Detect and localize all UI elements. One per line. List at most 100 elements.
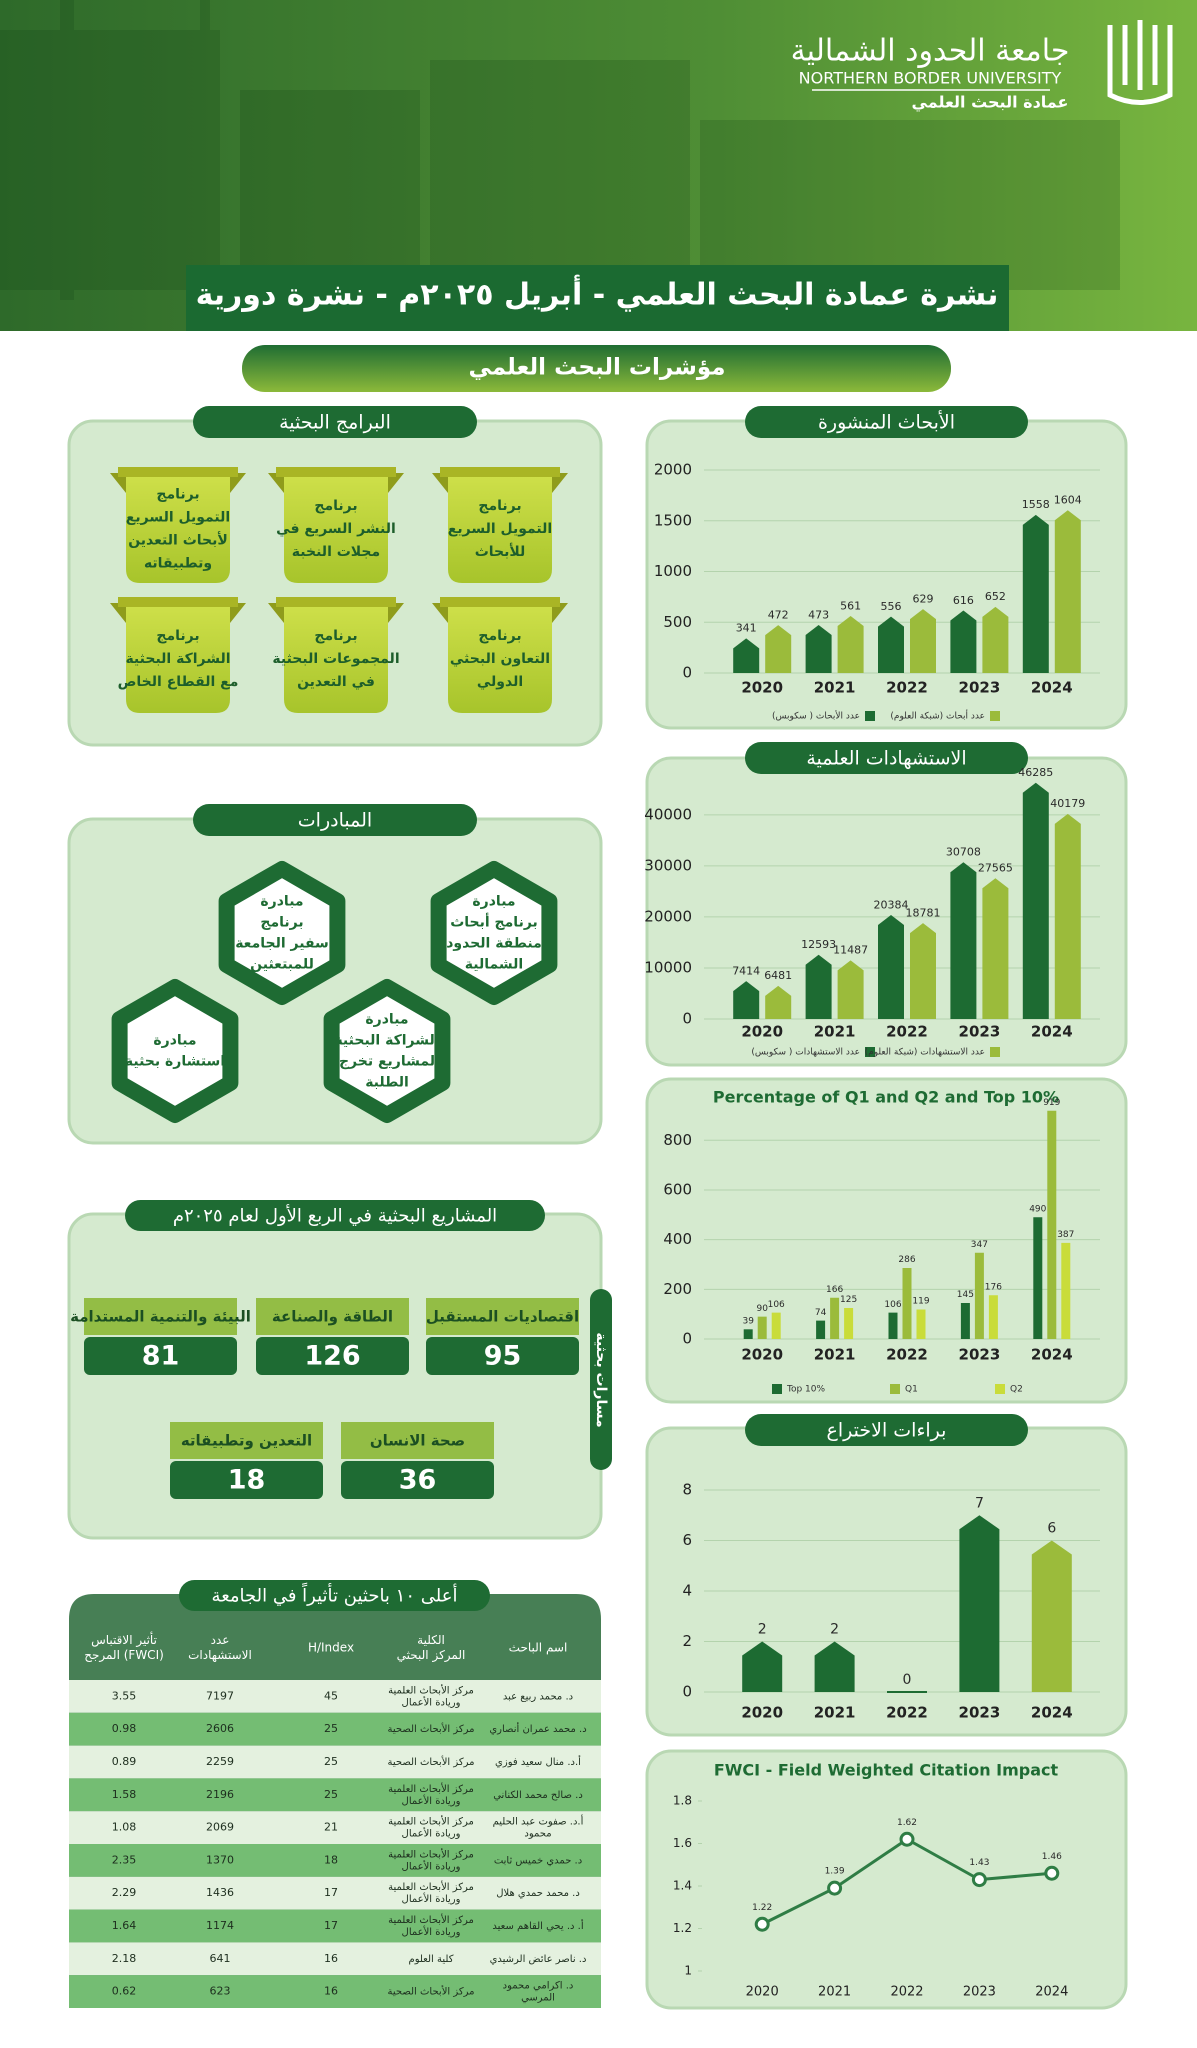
table-row bbox=[69, 1712, 601, 1746]
bar bbox=[837, 960, 864, 1019]
legend-label: عدد أبحاث (شبكة العلوم) bbox=[890, 710, 985, 722]
y-tick-label: 1.8 bbox=[673, 1794, 692, 1808]
table-cell: د. اكرامي محمود bbox=[503, 1981, 574, 1992]
bar bbox=[878, 616, 904, 673]
program-label: لأبحاث التعدين bbox=[128, 532, 228, 549]
panel-title: المبادرات bbox=[298, 810, 372, 832]
value-label: 652 bbox=[985, 590, 1006, 603]
table-cell: مركز الأبحاث العلمية bbox=[388, 1683, 474, 1696]
project-value: 95 bbox=[484, 1341, 522, 1372]
program-label: في التعدين bbox=[297, 674, 375, 690]
initiative-label: برنامج أبحاث bbox=[450, 913, 538, 931]
column-header: الكلية bbox=[417, 1633, 445, 1647]
table-cell: محمود bbox=[524, 1829, 551, 1840]
ribbon-band bbox=[276, 467, 396, 477]
table-cell: د. محمد عمران أنصاري bbox=[489, 1722, 586, 1735]
bar bbox=[1054, 510, 1081, 673]
table-cell: 641 bbox=[210, 1952, 231, 1965]
ribbon-band bbox=[118, 597, 238, 607]
panel-title: أعلى ١٠ باحثين تأثيراً في الجامعة bbox=[212, 1583, 458, 1607]
ribbon bbox=[126, 473, 230, 583]
x-tick-label: 2023 bbox=[959, 1704, 1001, 1722]
table-cell: وريادة الأعمال bbox=[402, 1859, 461, 1872]
value-label: 12593 bbox=[801, 938, 836, 951]
initiative-label: استشارة بحثية bbox=[125, 1054, 225, 1070]
x-tick-label: 2024 bbox=[1031, 1023, 1073, 1041]
program-label: برنامج bbox=[478, 628, 521, 644]
bar bbox=[765, 985, 792, 1019]
value-label: 616 bbox=[953, 594, 974, 607]
table-cell: 1174 bbox=[206, 1919, 234, 1932]
initiative-label: مبادرة bbox=[260, 894, 303, 910]
initiative-label: الشراكة البحثية bbox=[334, 1033, 439, 1049]
point bbox=[971, 1872, 987, 1888]
table-cell: أ.د. منال سعيد فوزي bbox=[495, 1755, 581, 1768]
table-cell: 2196 bbox=[206, 1788, 234, 1801]
bar bbox=[805, 954, 832, 1019]
university-name-en: NORTHERN BORDER UNIVERSITY bbox=[799, 69, 1062, 88]
bar bbox=[902, 1267, 912, 1339]
value-label: 90 bbox=[756, 1304, 768, 1314]
program-label: للأبحاث bbox=[475, 543, 526, 560]
table-cell: المرسي bbox=[521, 1993, 555, 2004]
table-cell: 25 bbox=[324, 1722, 338, 1735]
point bbox=[899, 1831, 915, 1847]
y-tick-label: 2 bbox=[682, 1632, 692, 1650]
panel-title: براءات الاختراع bbox=[827, 1420, 947, 1442]
value-label: 74 bbox=[815, 1308, 827, 1318]
hexagon bbox=[430, 861, 558, 1005]
ribbon-band bbox=[118, 467, 238, 477]
table-cell: 17 bbox=[324, 1886, 338, 1899]
value-label: 629 bbox=[913, 592, 934, 605]
x-tick-label: 2021 bbox=[818, 1985, 851, 2000]
x-tick-label: 2022 bbox=[886, 1346, 928, 1364]
x-tick-label: 2023 bbox=[959, 1023, 1001, 1041]
program-label: مع القطاع الخاص bbox=[118, 674, 239, 690]
y-tick-label: 0 bbox=[682, 1010, 692, 1028]
ribbon bbox=[284, 603, 388, 713]
bar bbox=[888, 1312, 898, 1339]
bulletin-title: نشرة عمادة البحث العلمي - أبريل ٢٠٢٥م - … bbox=[196, 275, 999, 313]
table-cell: 1.58 bbox=[112, 1788, 137, 1801]
project-value: 36 bbox=[399, 1465, 437, 1496]
value-label: 1.39 bbox=[825, 1867, 845, 1877]
value-label: 1.43 bbox=[969, 1858, 989, 1868]
y-tick-label: 8 bbox=[682, 1481, 692, 1499]
ribbon-band bbox=[276, 597, 396, 607]
project-label-box bbox=[341, 1422, 494, 1459]
bar bbox=[988, 1295, 998, 1339]
value-label: 18781 bbox=[906, 906, 941, 919]
project-label-box bbox=[256, 1298, 409, 1335]
y-tick-label: 0 bbox=[682, 1330, 692, 1348]
value-label: 472 bbox=[768, 608, 789, 621]
table-row bbox=[69, 1975, 601, 2008]
title-bar bbox=[186, 265, 1009, 331]
value-label: 46285 bbox=[1018, 766, 1053, 779]
x-tick-label: 2022 bbox=[890, 1985, 923, 2000]
table-cell: د. حمدي خميس ثابت bbox=[494, 1855, 582, 1866]
project-name: الطاقة والصناعة bbox=[272, 1308, 393, 1326]
table-cell: 2069 bbox=[206, 1821, 234, 1834]
x-tick-label: 2021 bbox=[814, 1346, 856, 1364]
chart-title: Percentage of Q1 and Q2 and Top 10% bbox=[713, 1088, 1059, 1107]
table-cell: مركز الأبحاث العلمية bbox=[388, 1815, 474, 1828]
legend-label: عدد الاستشهادات (شبكة العلوم) bbox=[865, 1048, 985, 1058]
initiative-label: الشمالية bbox=[465, 957, 523, 973]
program-label: المجموعات البحثية bbox=[272, 651, 399, 667]
value-label: 1604 bbox=[1054, 493, 1082, 506]
x-tick-label: 2020 bbox=[741, 1346, 783, 1364]
y-tick-label: 10000 bbox=[644, 958, 692, 976]
program-label: وتطبيقاته bbox=[144, 556, 212, 572]
table-cell: 7197 bbox=[206, 1689, 234, 1702]
table-cell: 0.98 bbox=[112, 1722, 137, 1735]
bar bbox=[816, 1320, 826, 1339]
x-tick-label: 2024 bbox=[1031, 1346, 1073, 1364]
value-label: 176 bbox=[985, 1282, 1002, 1292]
table-cell: وريادة الأعمال bbox=[402, 1892, 461, 1905]
x-tick-label: 2024 bbox=[1031, 1704, 1073, 1722]
table-cell: 2.35 bbox=[112, 1853, 137, 1866]
bar bbox=[916, 1309, 926, 1339]
initiative-label: برنامج bbox=[260, 915, 303, 931]
value-label: 561 bbox=[840, 599, 861, 612]
y-tick-label: 1.4 bbox=[673, 1879, 692, 1893]
